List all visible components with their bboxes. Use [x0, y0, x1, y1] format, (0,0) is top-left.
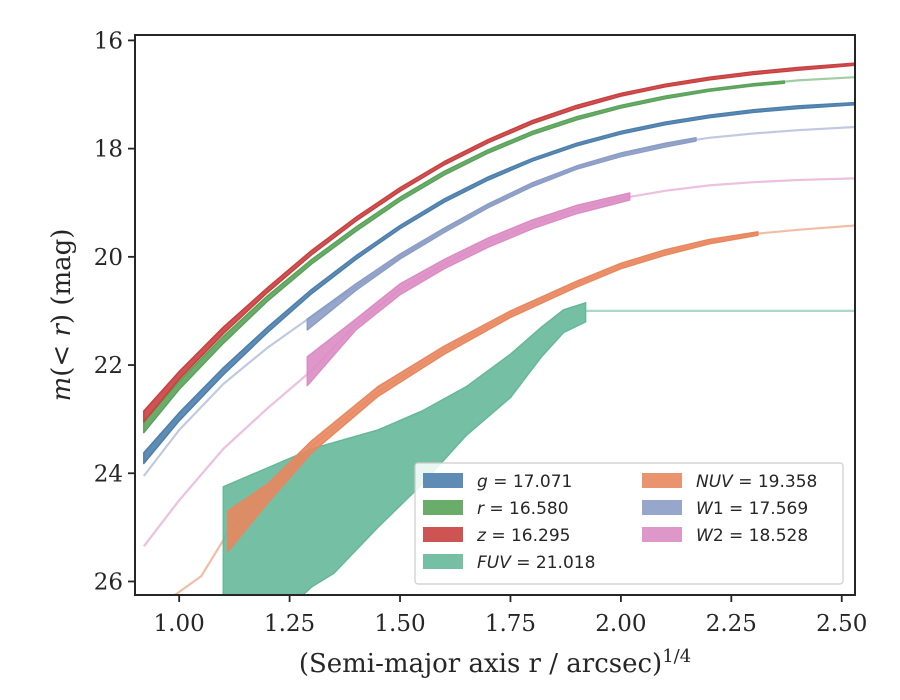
- x-tick-label: 2.00: [595, 611, 646, 637]
- plot-area: [142, 62, 855, 595]
- legend-label-W1: W1 = 17.569: [696, 499, 808, 519]
- series-FUV-band: [222, 302, 587, 595]
- series-z-band: [143, 62, 855, 423]
- legend-swatch-z: [423, 527, 463, 542]
- legend: g = 17.071 r = 16.580 z = 16.295 FUV = 21.0…: [414, 462, 844, 585]
- y-tick-label: 18: [94, 137, 123, 163]
- x-axis-label: (Semi-major axis r / arcsec)1/4: [299, 646, 691, 679]
- y-tick-label: 22: [94, 353, 123, 379]
- legend-swatch-W1: [642, 500, 682, 515]
- legend-box: [414, 462, 844, 585]
- y-axis-label: m(< r) (mag): [47, 229, 77, 402]
- legend-swatch-FUV: [423, 554, 463, 569]
- x-tick-label: 1.75: [485, 611, 536, 637]
- legend-swatch-r: [423, 500, 463, 515]
- y-axis: 16 18 20 22 24 26: [94, 28, 135, 595]
- x-axis: 1.00 1.25 1.50 1.75 2.00 2.25 2.50: [154, 595, 867, 637]
- x-tick-label: 1.00: [154, 611, 205, 637]
- x-axis-label-exponent: 1/4: [662, 646, 691, 667]
- legend-swatch-W2: [642, 527, 682, 542]
- y-tick-label: 26: [94, 569, 123, 595]
- legend-label-r: r = 16.580: [477, 499, 569, 519]
- series-r-band: [143, 80, 786, 434]
- legend-label-NUV: NUV = 19.358: [696, 472, 817, 492]
- series-W1-band: [306, 137, 697, 331]
- legend-label-g: g = 17.071: [477, 472, 572, 492]
- series-W2-band: [306, 192, 631, 387]
- series-g-band: [143, 101, 855, 465]
- legend-label-FUV: FUV = 21.018: [477, 553, 595, 573]
- x-tick-label: 1.25: [264, 611, 315, 637]
- y-tick-label: 24: [94, 461, 123, 487]
- legend-swatch-g: [423, 473, 463, 488]
- y-tick-label: 20: [94, 245, 123, 271]
- legend-swatch-NUV: [642, 473, 682, 488]
- axes-frame: [134, 34, 856, 596]
- y-tick-label: 16: [94, 28, 123, 54]
- x-tick-label: 2.25: [706, 611, 757, 637]
- x-tick-label: 1.50: [374, 611, 425, 637]
- legend-label-z: z = 16.295: [476, 526, 570, 546]
- series-NUV-band: [227, 231, 759, 553]
- legend-label-W2: W2 = 18.528: [696, 526, 808, 546]
- x-tick-label: 2.50: [816, 611, 867, 637]
